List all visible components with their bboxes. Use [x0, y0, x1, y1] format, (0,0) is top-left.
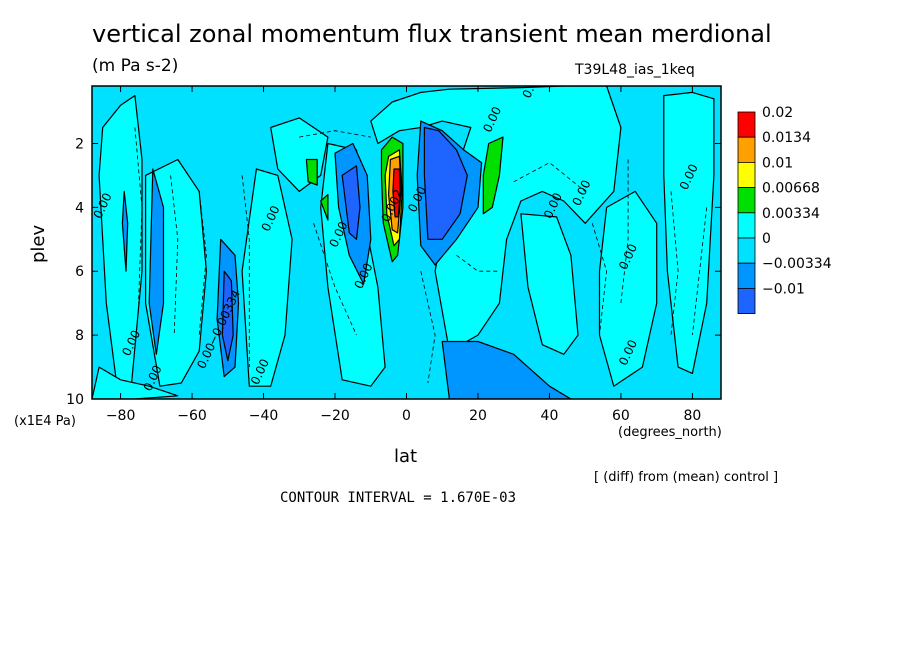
- dashed-contour: [456, 254, 500, 272]
- legend-label: 0.00334: [762, 206, 820, 222]
- dashed-contour: [241, 175, 250, 368]
- legend-swatch: [737, 136, 756, 163]
- dashed-contour: [591, 223, 608, 336]
- dashed-contour: [170, 175, 179, 336]
- contour-region: [92, 366, 179, 399]
- contour-region: [520, 213, 579, 355]
- contour-fills: [92, 86, 721, 399]
- contour-region: [441, 340, 572, 399]
- contour-region: [482, 136, 504, 215]
- x-tick-label: 80: [683, 408, 701, 424]
- legend-label: 0.02: [762, 105, 793, 121]
- chart-title: vertical zonal momentum flux transient m…: [92, 20, 772, 48]
- contour-interval: CONTOUR INTERVAL = 1.670E-03: [280, 490, 517, 506]
- y-tick-label: 6: [75, 264, 84, 280]
- x-tick-label: 40: [541, 408, 559, 424]
- x-unit-note: (degrees_north): [618, 425, 722, 440]
- contour-region: [221, 270, 234, 362]
- diff-note: [ (diff) from (mean) control ]: [594, 470, 779, 485]
- contour-region: [598, 190, 658, 387]
- contour-region: [98, 94, 143, 387]
- x-tick-label: 20: [469, 408, 487, 424]
- y-tick-label: 8: [75, 328, 84, 344]
- y-tick-label: 2: [75, 136, 84, 152]
- legend-label: 0.01: [762, 155, 793, 171]
- contour-region: [663, 91, 715, 374]
- y-tick-label: 4: [75, 200, 84, 216]
- legend-swatch: [737, 237, 756, 264]
- dashed-contour: [134, 127, 143, 304]
- contour-region: [121, 190, 129, 272]
- dashed-contour: [620, 159, 629, 304]
- dashed-contour: [299, 130, 371, 138]
- contour-region: [392, 168, 401, 218]
- contour-region: [148, 168, 165, 355]
- legend-swatch: [737, 161, 756, 188]
- legend-label: 0: [762, 231, 771, 247]
- legend-swatch: [737, 187, 756, 214]
- contour-region: [423, 126, 468, 240]
- contour-lines: [134, 127, 708, 384]
- y-axis-label: plev: [28, 224, 49, 263]
- units-label: (m Pa s-2): [92, 56, 179, 76]
- x-tick-label: −80: [106, 408, 136, 424]
- legend-swatch: [737, 262, 756, 289]
- legend-label: −0.01: [762, 281, 805, 297]
- contour-region: [370, 86, 622, 352]
- legend-label: −0.00334: [762, 256, 832, 272]
- dashed-contour: [198, 191, 207, 336]
- contour-region: [241, 168, 293, 387]
- x-axis: −80 −60 −40 −20 0 20 40 60 80: [106, 86, 701, 424]
- y-axis: 2 4 6 8 10: [66, 136, 721, 408]
- legend-swatch: [737, 287, 756, 314]
- x-tick-label: −60: [177, 408, 207, 424]
- dashed-contour: [420, 271, 436, 384]
- dashed-contour: [513, 162, 586, 192]
- dashed-contour: [692, 207, 708, 336]
- x-tick-label: 60: [612, 408, 630, 424]
- x-tick-label: −40: [249, 408, 279, 424]
- x-tick-label: −20: [320, 408, 350, 424]
- contour-region: [305, 158, 318, 186]
- y-tick-label: 10: [66, 392, 84, 408]
- color-legend: 0.02 0.0134 0.01 0.00668 0.00334 0 −0.00334 −0.…: [737, 105, 832, 314]
- legend-label: 0.0134: [762, 130, 811, 146]
- y-scale-note: (x1E4 Pa): [14, 414, 76, 429]
- legend-label: 0.00668: [762, 181, 820, 197]
- contour-region: [341, 165, 361, 240]
- x-axis-label: lat: [394, 446, 418, 467]
- x-tick-label: 0: [402, 408, 411, 424]
- legend-swatch: [737, 111, 756, 138]
- legend-swatch: [737, 212, 756, 239]
- dashed-contour: [670, 191, 679, 336]
- contour-region: [320, 194, 329, 221]
- dashed-contour: [313, 223, 357, 336]
- run-label: T39L48_ias_1keq: [575, 62, 695, 78]
